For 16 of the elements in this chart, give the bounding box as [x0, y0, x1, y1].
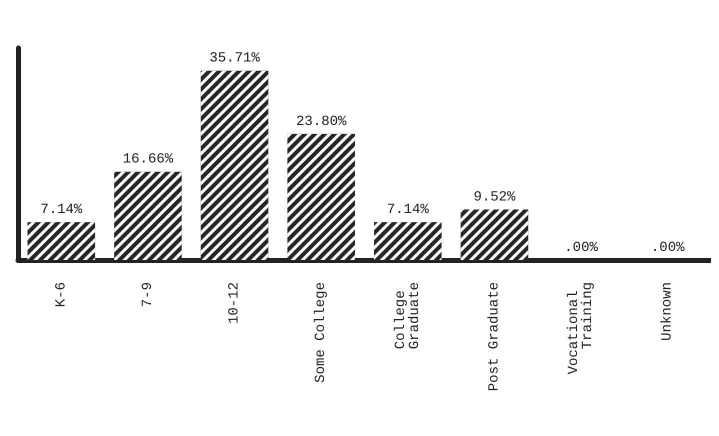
x-tick-label: 7-9 — [140, 282, 156, 308]
data-label: .00% — [650, 240, 686, 256]
x-tick-label: Post Graduate — [486, 282, 502, 392]
data-label: 16.66% — [122, 152, 174, 168]
data-label: 7.14% — [40, 202, 83, 218]
x-tick-label: Unknown — [660, 282, 676, 341]
x-tick-label: Some College — [313, 282, 330, 383]
x-tick-label: College Graduate — [392, 282, 423, 350]
data-label: .00% — [564, 240, 598, 256]
data-label: 7.14% — [386, 202, 430, 218]
x-tick-label: Vocational Training — [566, 282, 596, 374]
x-tick-label: 10-12 — [226, 282, 243, 324]
x-tick-label: K-6 — [53, 282, 70, 308]
data-label: 35.71% — [209, 50, 260, 67]
data-label: 9.52% — [473, 190, 516, 206]
data-label: 23.80% — [296, 114, 347, 130]
